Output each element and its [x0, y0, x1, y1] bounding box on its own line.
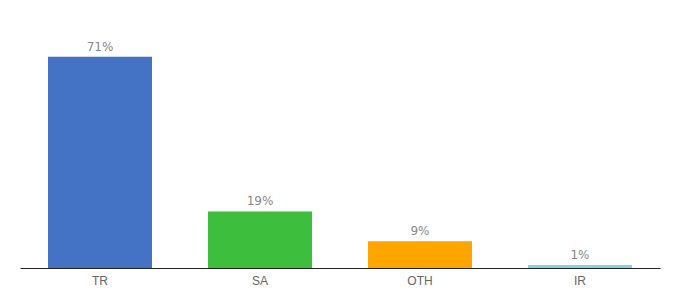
bar — [528, 265, 632, 268]
x-axis-line — [21, 268, 661, 269]
x-axis: TR SA OTH IR — [21, 269, 661, 288]
x-tick: TR — [92, 274, 108, 288]
x-tick: IR — [574, 274, 586, 288]
x-tick-label: TR — [92, 274, 108, 288]
data-label: 1% — [570, 248, 589, 262]
data-label: 19% — [247, 194, 274, 208]
bar — [368, 241, 472, 268]
data-label: 9% — [410, 224, 429, 238]
chart: TR SA OTH IR 71% 19% 9% 1% — [0, 0, 680, 300]
data-label: 71% — [87, 40, 114, 54]
x-tick: SA — [252, 274, 268, 288]
x-tick-label: SA — [252, 274, 268, 288]
x-tick: OTH — [407, 274, 432, 288]
x-tick-label: IR — [574, 274, 586, 288]
data-labels: 71% 19% 9% 1% — [87, 40, 590, 262]
plot: TR SA OTH IR 71% 19% 9% 1% — [21, 40, 661, 288]
x-tick-label: OTH — [407, 274, 432, 288]
bars — [48, 57, 632, 268]
bar — [208, 211, 312, 268]
bar — [48, 57, 152, 268]
